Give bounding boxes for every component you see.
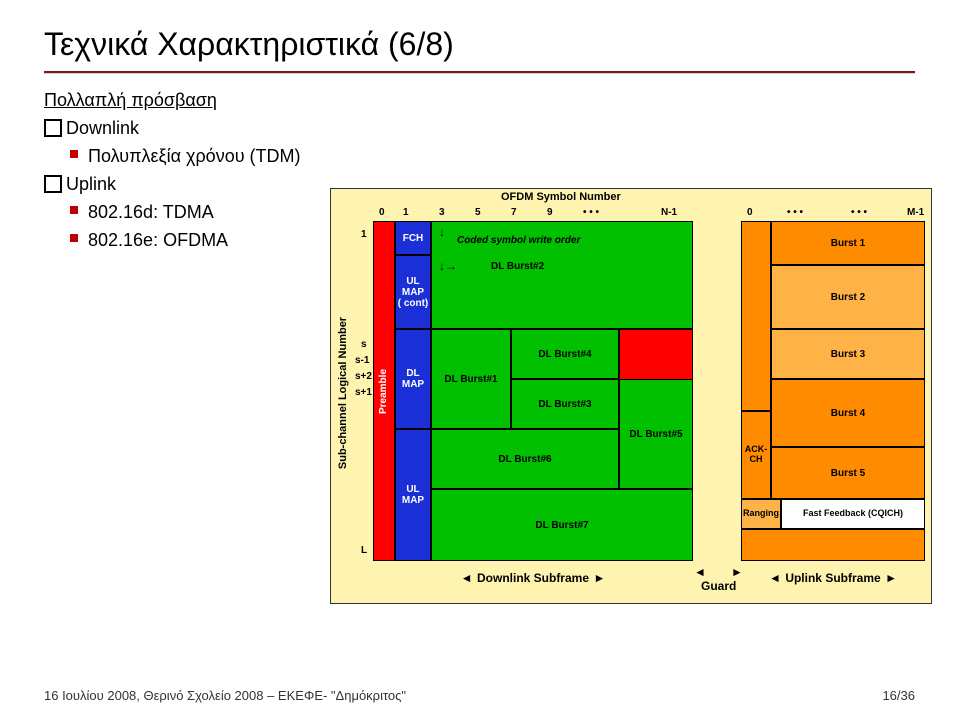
fch-label: FCH (403, 233, 424, 244)
ul-burst4-label: Burst 4 (831, 408, 865, 419)
ul-burst2-block: Burst 2 (771, 265, 925, 329)
ulmap-label: UL MAP (402, 484, 424, 506)
xtick-dl-dots: • • • (583, 207, 599, 218)
ul-burst3-block: Burst 3 (771, 329, 925, 379)
footer-text: 16 Ιουλίου 2008, Θερινό Σχολείο 2008 – Ε… (44, 688, 406, 703)
slide-title-row: Τεχνικά Χαρακτηριστικά (6/8) (44, 26, 915, 73)
ackch-narrow (741, 221, 771, 411)
xtick-dl-1: 1 (403, 207, 409, 218)
fch-block: FCH (395, 221, 431, 255)
ul-burst5-label: Burst 5 (831, 468, 865, 479)
dl-burst6-label: DL Burst#6 (498, 454, 551, 465)
ul-burst4-block: Burst 4 (771, 379, 925, 447)
ul-subframe-row: ◄ Uplink Subframe ► (741, 569, 925, 587)
xtick-dl-4: 7 (511, 207, 517, 218)
ytick-s: s (361, 339, 367, 350)
dl-burst4-label: DL Burst#4 (538, 349, 591, 360)
guard-gap (693, 189, 741, 605)
ytick-s3: s+1 (355, 387, 372, 398)
left-axis-label: Sub-channel Logical Number (337, 313, 349, 473)
bullet-downlink: Downlink (44, 115, 915, 141)
ul-burst1-label: Burst 1 (831, 238, 865, 249)
ackch-label: ACK-CH (742, 445, 770, 465)
xtick-ul-d1: • • • (787, 207, 803, 218)
xtick-dl-2: 3 (439, 207, 445, 218)
xtick-dl-0: 0 (379, 207, 385, 218)
dl-burst1-block: DL Burst#1 (431, 329, 511, 429)
ofdm-frame-diagram: OFDM Symbol Number 0 1 3 5 7 9 • • • N-1… (330, 188, 932, 604)
dl-burst5-block: DL Burst#5 (619, 379, 693, 489)
dl-burst6-block: DL Burst#6 (431, 429, 619, 489)
ul-burst5-block: Burst 5 (771, 447, 925, 499)
dl-burst4-block: DL Burst#4 (511, 329, 619, 379)
ytick-s1: s-1 (355, 355, 369, 366)
dl-burst2-label: DL Burst#2 (491, 261, 544, 272)
ul-subframe-label: Uplink Subframe (785, 571, 880, 585)
ytick-1: 1 (361, 229, 367, 240)
guard-label: Guard (701, 579, 736, 593)
preamble-block: Preamble (373, 221, 395, 561)
ulmap-cont-block: UL MAP ( cont) (395, 255, 431, 329)
xtick-dl-3: 5 (475, 207, 481, 218)
dl-subframe-row: ◄ Downlink Subframe ► (373, 569, 693, 587)
ffb-label: Fast Feedback (CQICH) (803, 509, 903, 519)
ul-burst3-label: Burst 3 (831, 349, 865, 360)
ul-burst1-block: Burst 1 (771, 221, 925, 265)
ackch-block: ACK-CH (741, 411, 771, 499)
ulmap-block: UL MAP (395, 429, 431, 561)
ul-bottom-strip (741, 529, 925, 561)
page-number: 16/36 (882, 688, 915, 703)
dlmap-label: DL MAP (402, 368, 424, 390)
ul-burst2-label: Burst 2 (831, 292, 865, 303)
bullet-tdm: Πολυπλεξία χρόνου (TDM) (44, 143, 915, 169)
xtick-ul-m1: M-1 (907, 207, 924, 218)
ranging-block: Ranging (741, 499, 781, 529)
ranging-label: Ranging (743, 509, 779, 519)
dl-burst7-label: DL Burst#7 (535, 520, 588, 531)
ffb-block: Fast Feedback (CQICH) (781, 499, 925, 529)
top-axis-label: OFDM Symbol Number (501, 191, 621, 203)
xtick-dl-n1: N-1 (661, 207, 677, 218)
coded-order-label: Coded symbol write order (457, 235, 580, 246)
ytick-L: L (361, 545, 367, 556)
dl-burst3-label: DL Burst#3 (538, 399, 591, 410)
ytick-s2: s+2 (355, 371, 372, 382)
dl-burst1-label: DL Burst#1 (444, 374, 497, 385)
dl-burst3-block: DL Burst#3 (511, 379, 619, 429)
xtick-ul-0: 0 (747, 207, 753, 218)
title-underline (44, 71, 915, 73)
ulmap-cont-label: UL MAP ( cont) (398, 276, 429, 309)
dl-burst7-block: DL Burst#7 (431, 489, 693, 561)
dl-subframe-label: Downlink Subframe (477, 571, 589, 585)
xtick-ul-d2: • • • (851, 207, 867, 218)
dlmap-block: DL MAP (395, 329, 431, 429)
preamble-label: Preamble (379, 368, 390, 413)
dl-burst5-label: DL Burst#5 (629, 429, 682, 440)
section-head: Πολλαπλή πρόσβαση (44, 87, 915, 113)
xtick-dl-5: 9 (547, 207, 553, 218)
slide-title: Τεχνικά Χαρακτηριστικά (6/8) (44, 26, 915, 63)
